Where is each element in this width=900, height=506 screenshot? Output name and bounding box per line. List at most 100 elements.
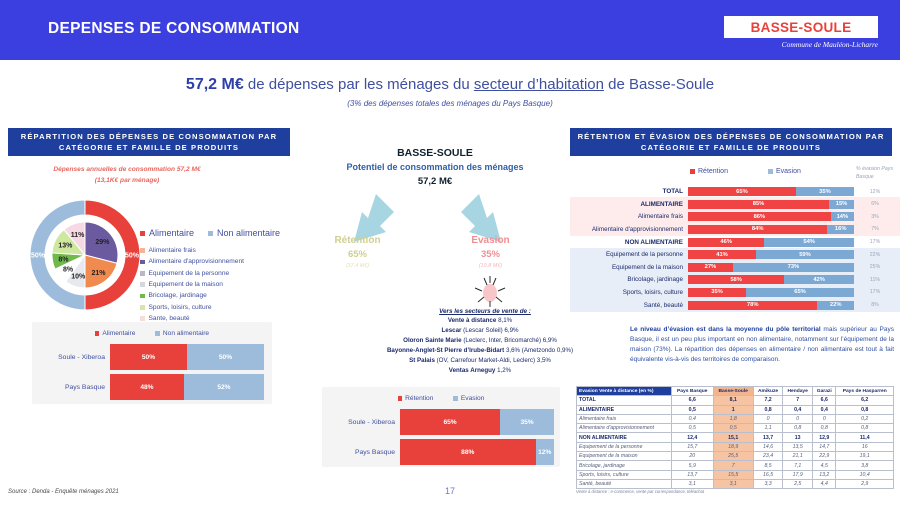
table-header-row: Evasion Vente à distance (en %) Pays Basq…: [576, 385, 894, 397]
chart-row: ALIMENTAIRE 85% 15% 6%: [570, 199, 900, 210]
sector-value: 8,1%: [498, 317, 513, 324]
svg-text:10%: 10%: [71, 273, 86, 280]
sector-name: Ventas Arneguy: [448, 367, 496, 375]
legend-swatch-icon: [208, 230, 214, 236]
right-commentary: Le niveau d’évasion est dans la moyenne …: [630, 325, 894, 365]
chart-bar-retention: 35%: [688, 287, 747, 297]
legend-label: Evasion: [460, 395, 485, 402]
evasion-label: Evasion: [471, 235, 510, 246]
legend-swatch-icon: [140, 271, 145, 276]
table-row: Equipement de la personne 15,7 18,9 14,6 13,…: [576, 441, 894, 453]
sector-item: St Palais (OV, Carrefour Market-Aldi, Le…: [330, 356, 630, 366]
donut-family-legend-item: Equipement de la personne: [140, 268, 244, 279]
svg-text:50%: 50%: [125, 253, 140, 260]
stacked-bar-row: Pays Basque 48% 52%: [40, 374, 264, 400]
chart-bar-retention: 84%: [688, 224, 828, 234]
legend-label: Alimentaire d'approvisionnement: [148, 258, 244, 266]
legend-swatch-icon: [140, 248, 145, 253]
chart-row: Alimentaire frais 86% 14% 3%: [570, 211, 900, 222]
chart-bar-evasion: 35%: [795, 187, 854, 197]
stacked-bar-row: Soule - Xiberoa 65% 35%: [330, 409, 554, 435]
donut-svg: 50%50%29%21%10%8%8%13%11%: [29, 199, 141, 311]
bar-segment-secondary: 35%: [500, 409, 554, 435]
commentary-lead: Le niveau d’évasion est dans la moyenne …: [630, 326, 821, 333]
table-body: TOTAL 6,6 8,1 7,2 7 6,6 6,2 ALIMENTAIRE 0,5 1 0,8 0…: [576, 395, 894, 490]
card-alim-legend: Alimentaire Non alimentaire: [32, 330, 272, 337]
chart-bar-evasion: 42%: [784, 275, 854, 285]
chart-row-label: Equipement de la maison: [611, 263, 683, 271]
chart-bar-track: 58% 42%: [688, 275, 854, 285]
table-cell: 15,5: [712, 469, 754, 480]
chart-row-label: NON ALIMENTAIRE: [624, 238, 683, 246]
table-cell: 6,6: [671, 395, 714, 406]
chart-row-label: Alimentaire d'approvisionnement: [591, 225, 683, 233]
chart-bar-track: 41% 59%: [688, 250, 854, 260]
svg-text:8%: 8%: [63, 267, 74, 274]
source-note: Source : Denda - Enquête ménages 2021: [8, 489, 119, 495]
chart-row-pb-value: 7%: [871, 226, 879, 233]
table-cell: 0: [812, 413, 837, 425]
chart-row-label: ALIMENTAIRE: [640, 200, 683, 208]
table-column-header: Pays de Hasparren: [835, 385, 894, 397]
table-row-label: Santé, beauté: [576, 478, 672, 490]
table-cell: 3,8: [835, 460, 894, 471]
bar-track: 50% 50%: [110, 344, 264, 370]
chart-row-pb-value: 25%: [869, 264, 881, 271]
center-title: BASSE-SOULE: [397, 147, 473, 159]
bar-segment-secondary: 12%: [535, 439, 554, 465]
donut-legend-item: Alimentaire: [140, 228, 194, 238]
table-row: Bricolage, jardinage 5,9 7 8,5 7,1 4,5 3,8: [576, 460, 894, 471]
legend-label: Non alimentaire: [217, 228, 281, 238]
table-cell: 0,4: [782, 404, 814, 415]
evasion-amount: (19,8 M€): [478, 263, 503, 269]
table-row: Sports, loisirs, culture 13,7 15,5 16,5 17,9…: [576, 469, 894, 480]
chart-bar-evasion: 65%: [746, 287, 854, 297]
chart-bar-evasion: 54%: [764, 237, 854, 247]
chart-bar-retention: 86%: [688, 212, 831, 222]
chart-card-alimentaire: Alimentaire Non alimentaire Soule - Xiber…: [32, 322, 272, 404]
table-row: Alimentaire d'approvisionnement 0,5 0,5 1,1…: [576, 423, 894, 434]
table-row: Alimentaire frais 0,4 1,8 0 0 0 0,2: [576, 413, 894, 425]
table-column-header: Basse-Soule: [712, 385, 754, 397]
legend-swatch-icon: [140, 293, 145, 299]
chart-row-label: TOTAL: [662, 188, 683, 196]
chart-bar-evasion: 73%: [732, 262, 854, 272]
page-subtitle: (3% des dépenses totales des ménages du …: [347, 99, 553, 108]
sectors-list: Vente à distance 8,1% Lescar (Lescar Sole…: [330, 316, 630, 376]
chart-row-pb-value: 22%: [869, 251, 881, 258]
bar-segment-secondary: 50%: [187, 344, 264, 370]
right-legend-item: Rétention: [690, 168, 728, 175]
table-cell: 12,9: [812, 432, 837, 443]
sector-name: Oloron Sainte Marie: [403, 337, 462, 345]
table-cell: 0,8: [835, 404, 894, 415]
chart-card-retention: Rétention Evasion Soule - Xiberoa 65% 35% Pa…: [322, 387, 560, 467]
sector-name: Lescar: [441, 327, 462, 335]
table-cell: 13,2: [812, 469, 837, 480]
table-column-header: Amikuze: [752, 385, 784, 397]
table-cell: 2,9: [835, 478, 894, 490]
title-amount: 57,2 M€: [185, 76, 244, 93]
table-cell: 0,5: [671, 404, 714, 415]
table-row: Santé, beauté 3,1 3,1 3,3 2,5 4,4 2,9: [576, 478, 894, 490]
chart-bar-track: 84% 16%: [688, 224, 854, 234]
legend-swatch-icon: [453, 396, 458, 401]
table-cell: 13,7: [752, 432, 784, 443]
right-chart-legend: Rétention Evasion: [690, 168, 801, 175]
table-cell: 0,4: [671, 413, 714, 425]
donut-legend-main: Alimentaire Non alimentaire: [140, 228, 280, 238]
chart-row-pb-value: 8%: [871, 302, 879, 309]
table-cell: 7,1: [782, 460, 814, 471]
chart-bar-retention: 46%: [688, 237, 765, 247]
retention-evasion-bar-chart: TOTAL 65% 35% 12% ALIMENTAIRE 85% 15% 6% Aliment…: [570, 186, 900, 314]
chart-row: NON ALIMENTAIRE 46% 54% 17%: [570, 236, 900, 247]
section-header-left: RÉPARTITION DES DÉPENSES DE CONSOMMATION…: [8, 128, 290, 156]
table-cell: 21,1: [782, 451, 814, 462]
chart-row-label: Sports, loisirs, culture: [622, 288, 683, 296]
table-row-label: Sports, loisirs, culture: [576, 469, 672, 480]
table-cell: 7: [782, 395, 814, 406]
table-cell: 0,2: [835, 413, 894, 425]
center-value: 57,2 M€: [417, 176, 453, 187]
sector-name: St Palais: [409, 357, 435, 365]
table-cell: 0: [752, 413, 784, 425]
chart-row: Equipement de la personne 41% 59% 22%: [570, 249, 900, 260]
